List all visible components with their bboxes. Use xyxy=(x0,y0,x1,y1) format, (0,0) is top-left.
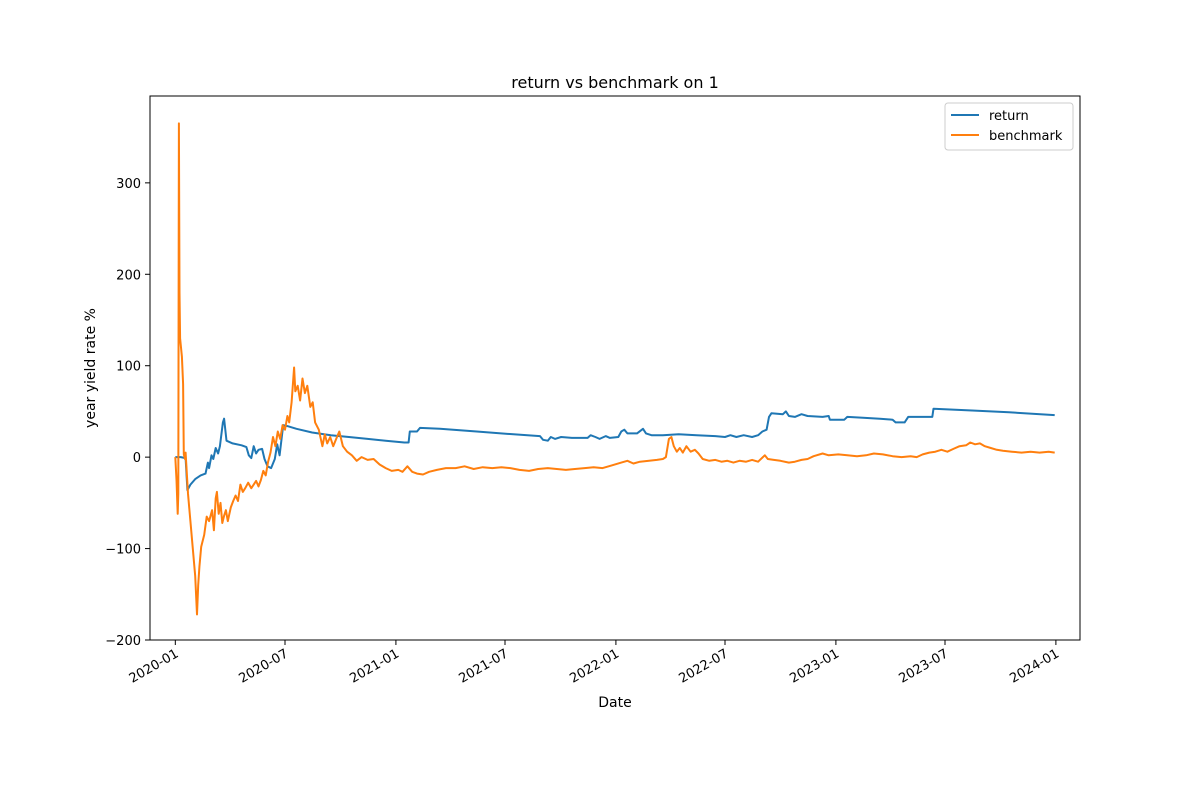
series-line-benchmark xyxy=(174,122,1055,616)
y-tick-label: −100 xyxy=(105,543,141,558)
y-axis: −200 −100 0 100 200 300 xyxy=(105,177,150,649)
series-layer xyxy=(174,122,1055,616)
series-line-return xyxy=(175,407,1055,492)
legend-label-return: return xyxy=(989,109,1029,124)
axes-frame xyxy=(149,95,1081,641)
legend-label-benchmark: benchmark xyxy=(989,129,1063,144)
y-tick-label: 200 xyxy=(116,268,141,283)
legend: return benchmark xyxy=(944,102,1074,151)
y-tick-label: 300 xyxy=(116,177,141,192)
y-tick-label: 0 xyxy=(133,451,141,466)
chart-title: return vs benchmark on 1 xyxy=(511,73,719,92)
plot-area xyxy=(149,95,1081,641)
x-axis-label: Date xyxy=(598,695,631,711)
y-tick-label: −200 xyxy=(105,634,141,649)
y-tick-label: 100 xyxy=(116,360,141,375)
y-axis-label: year yield rate % xyxy=(83,308,99,428)
